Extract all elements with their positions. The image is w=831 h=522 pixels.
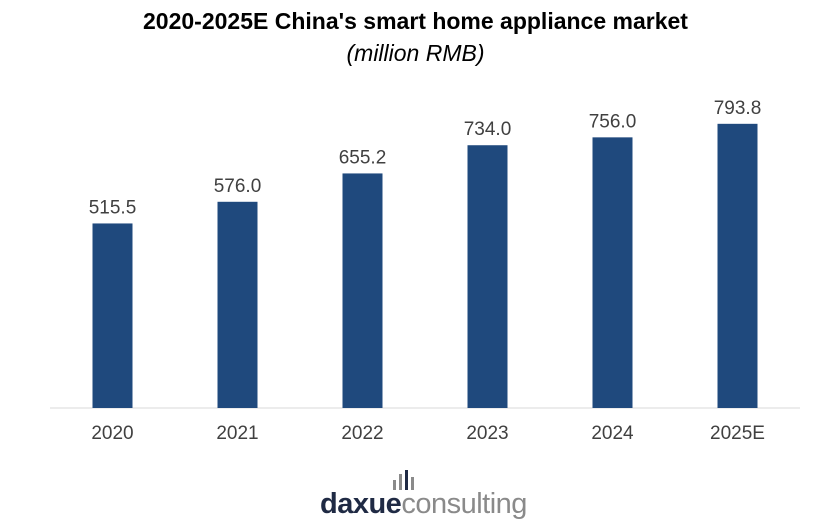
logo-wordmark: daxueconsulting	[320, 488, 527, 521]
chart-title: 2020-2025E China's smart home appliance …	[143, 8, 688, 34]
x-tick-label-2025E: 2025E	[710, 423, 765, 444]
x-tick-label-2021: 2021	[216, 423, 258, 444]
bar-2025E	[717, 123, 758, 408]
bar-2024	[592, 137, 633, 409]
data-label-2025E: 793.8	[714, 98, 762, 119]
bar-2023	[467, 145, 508, 408]
bar-chart: 515.5 2020 576.0 2021 655.2 2022 734.0 2023 756.…	[50, 98, 800, 444]
data-label-2020: 515.5	[89, 197, 137, 218]
data-label-2023: 734.0	[464, 119, 512, 140]
data-label-2024: 756.0	[589, 111, 637, 132]
brand-logo: daxueconsulting	[320, 470, 550, 520]
data-label-2022: 655.2	[339, 147, 387, 168]
bar-2022	[342, 173, 383, 408]
data-label-2021: 576.0	[214, 176, 262, 197]
bar-2020	[92, 223, 133, 408]
x-tick-label-2024: 2024	[591, 423, 634, 444]
x-tick-label-2020: 2020	[91, 423, 133, 444]
logo-text-daxue: daxue	[320, 488, 402, 520]
x-tick-label-2023: 2023	[466, 423, 508, 444]
x-tick-label-2022: 2022	[341, 423, 383, 444]
chart-subtitle: (million RMB)	[346, 40, 485, 66]
bar-2021	[217, 201, 258, 408]
logo-text-consulting: consulting	[401, 488, 527, 520]
logo-bars-icon	[393, 470, 414, 490]
